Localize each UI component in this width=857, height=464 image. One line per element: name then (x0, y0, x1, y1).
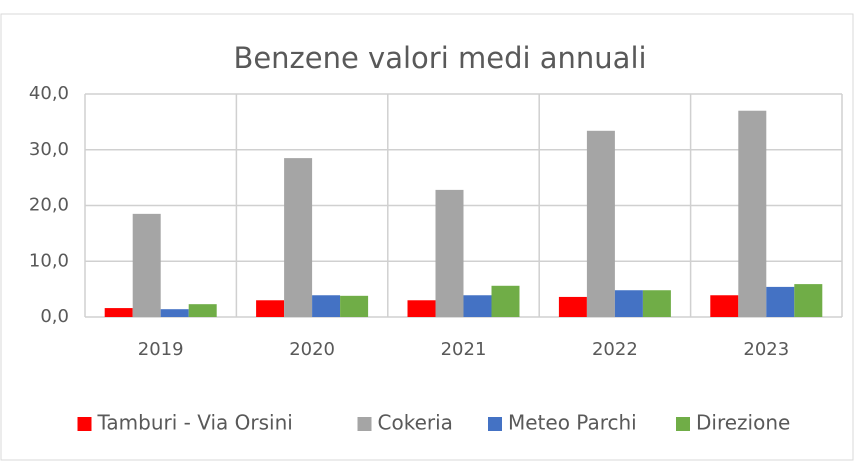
y-tick-label: 20,0 (29, 195, 69, 216)
bar (463, 295, 492, 317)
y-tick-label: 0,0 (40, 306, 69, 327)
legend-label: Meteo Parchi (508, 411, 637, 435)
bar (284, 158, 313, 317)
bar (132, 213, 161, 317)
bar (710, 295, 739, 317)
chart-border (0, 13, 854, 461)
x-tick-label: 2021 (441, 339, 487, 360)
x-tick-label: 2019 (138, 339, 184, 360)
chart-title: Benzene valori medi annuali (233, 41, 646, 75)
bar (104, 308, 133, 317)
legend-label: Tamburi - Via Orsini (97, 411, 293, 435)
bar (312, 295, 341, 317)
x-tick-label: 2023 (743, 339, 789, 360)
bar (407, 300, 436, 317)
bar (160, 309, 189, 317)
x-tick-label: 2020 (289, 339, 335, 360)
y-tick-label: 10,0 (29, 250, 69, 271)
bar (188, 304, 217, 317)
bar (340, 295, 369, 317)
legend-swatch (488, 417, 502, 431)
bar (738, 110, 767, 317)
bar (614, 290, 643, 317)
legend-label: Cokeria (378, 411, 453, 435)
legend-swatch (357, 417, 372, 431)
bar (642, 290, 671, 317)
bar (766, 286, 795, 317)
legend-swatch (676, 417, 690, 431)
y-tick-label: 30,0 (29, 139, 69, 160)
x-tick-label: 2022 (592, 339, 638, 360)
bar (558, 296, 587, 317)
bar (256, 300, 285, 317)
bar (586, 130, 615, 317)
y-tick-label: 40,0 (29, 83, 69, 104)
legend-label: Direzione (696, 411, 790, 435)
bar (435, 189, 464, 317)
bar (491, 285, 520, 317)
legend-swatch (77, 417, 92, 431)
bar (794, 284, 823, 317)
